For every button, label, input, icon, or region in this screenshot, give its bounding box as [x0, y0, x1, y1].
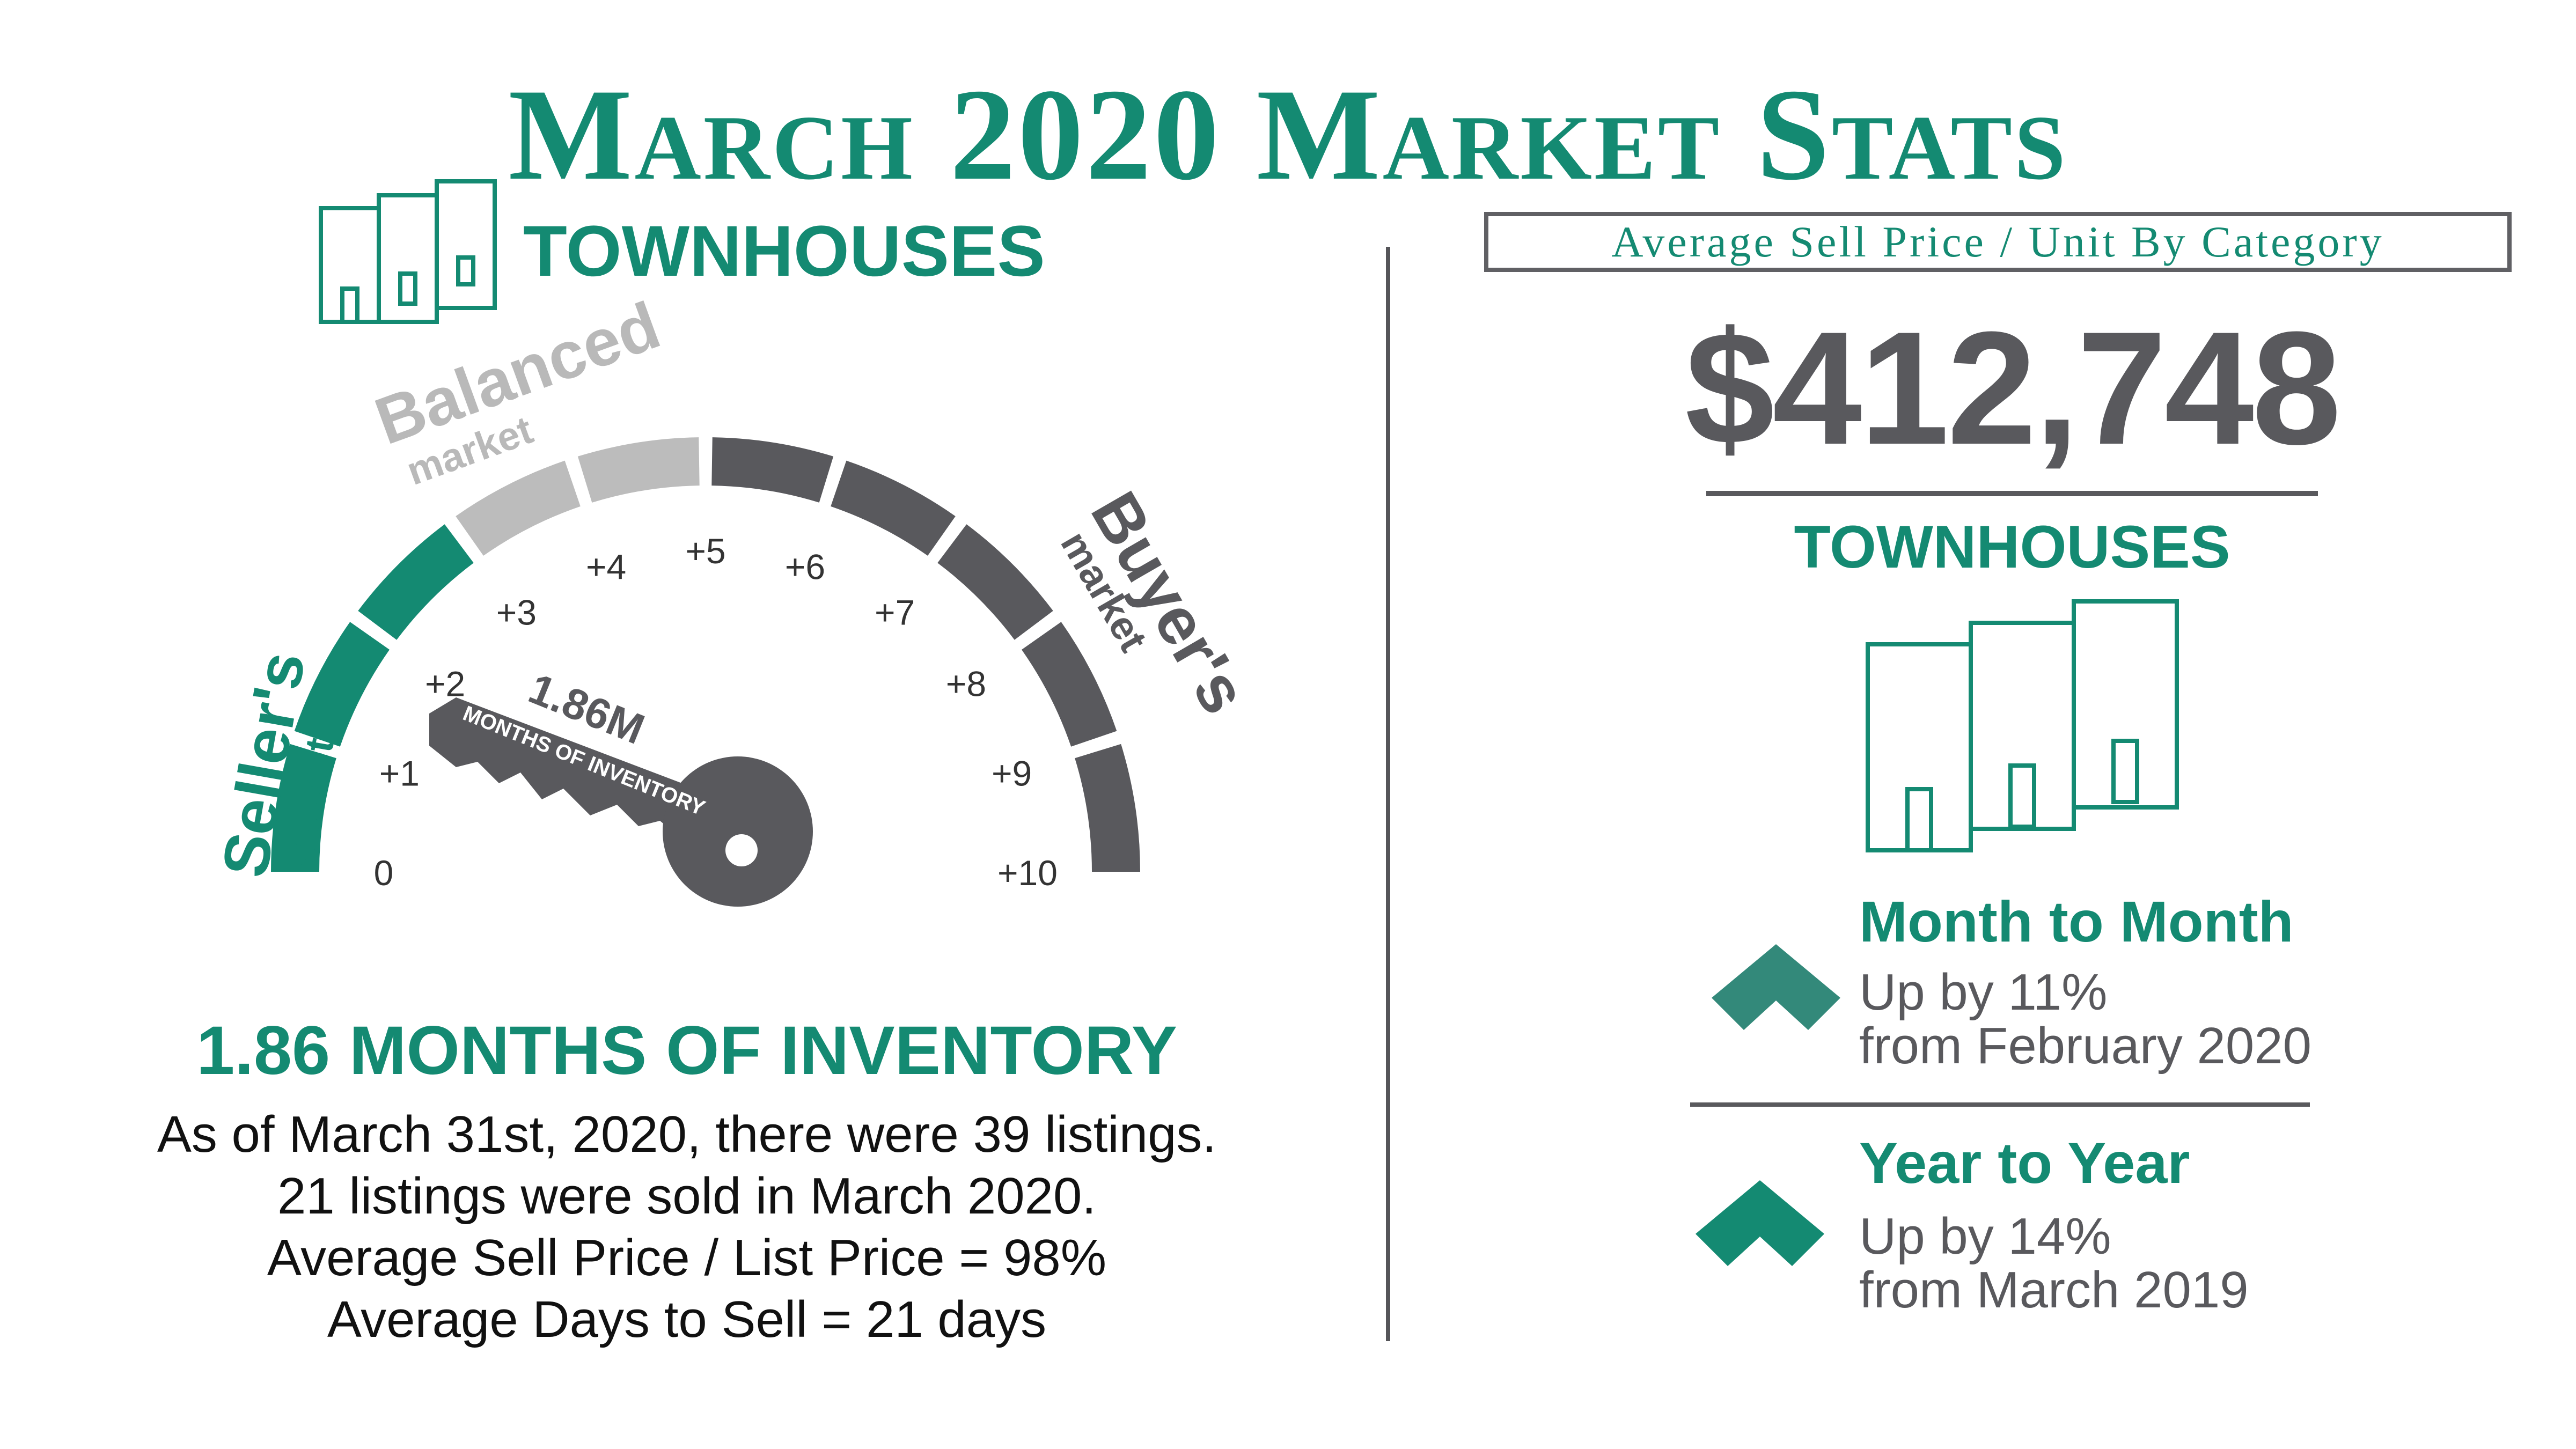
gauge-tick-label: +1	[379, 754, 420, 793]
year-to-year-title: Year to Year	[1859, 1130, 2190, 1195]
gauge-tick-label: +10	[997, 853, 1058, 893]
gauge-tick-label: +9	[992, 754, 1032, 793]
gauge-segment-1	[271, 744, 336, 872]
column-divider	[1386, 247, 1390, 1341]
detail-sold: 21 listings were sold in March 2020.	[277, 1167, 1097, 1225]
gauge-segment-3	[358, 524, 474, 640]
key-icon	[429, 697, 813, 907]
category-label: TOWNHOUSES	[523, 211, 1045, 291]
detail-listings: As of March 31st, 2020, there were 39 li…	[157, 1106, 1217, 1163]
gauge-segment-4	[456, 460, 581, 556]
month-to-month-title: Month to Month	[1859, 889, 2294, 954]
detail-days-to-sell: Average Days to Sell = 21 days	[327, 1291, 1047, 1348]
month-to-month-change: Up by 11%	[1859, 963, 2108, 1021]
stats-divider	[1690, 1102, 2310, 1107]
townhouses-icon	[1866, 599, 2179, 852]
market-gauge: 0+1+2+3+4 +5 +6+7+8+9+10 Seller's market B…	[209, 288, 1239, 907]
gauge-tick-label: +3	[496, 593, 537, 632]
gauge-tick-label: +7	[875, 593, 915, 632]
gauge-tick-label: +4	[586, 547, 626, 586]
month-to-month-reference: from February 2020	[1859, 1017, 2312, 1075]
gauge-segment-6	[711, 437, 834, 503]
chevron-up-icon	[1696, 1180, 1824, 1266]
average-sell-price: $412,748	[1685, 298, 2341, 478]
gauge-tick-labels: 0 +1 +2 +3 +4 +5 +6 +7 +8 +9 +10	[374, 531, 1058, 893]
category-box-label: Average Sell Price / Unit By Category	[1611, 217, 2384, 266]
gauge-tick-label: +2	[425, 664, 465, 703]
gauge-segment-2	[294, 622, 390, 747]
year-to-year-reference: from March 2019	[1859, 1261, 2249, 1319]
gauge-tick-label: 0	[374, 853, 394, 893]
gauge-segment-5	[577, 437, 700, 503]
gauge-segments	[271, 437, 1140, 872]
gauge-segment-8	[937, 524, 1053, 640]
townhouses-icon	[319, 179, 497, 324]
gauge-segment-10	[1075, 744, 1140, 872]
gauge-tick-label: +8	[946, 664, 986, 703]
year-to-year-change: Up by 14%	[1859, 1208, 2111, 1265]
category-box: Average Sell Price / Unit By Category	[1484, 212, 2512, 272]
gauge-segment-7	[831, 460, 956, 556]
detail-price-ratio: Average Sell Price / List Price = 98%	[267, 1229, 1107, 1286]
gauge-segment-9	[1022, 622, 1117, 747]
gauge-tick-label: +5	[685, 531, 725, 571]
price-underline	[1706, 491, 2318, 496]
inventory-heading: 1.86 MONTHS OF INVENTORY	[196, 1012, 1177, 1089]
chevron-up-icon	[1712, 944, 1840, 1030]
page-title: March 2020 Market Stats	[508, 62, 2068, 207]
right-category-label: TOWNHOUSES	[1794, 513, 2230, 580]
gauge-tick-label: +6	[785, 547, 825, 586]
